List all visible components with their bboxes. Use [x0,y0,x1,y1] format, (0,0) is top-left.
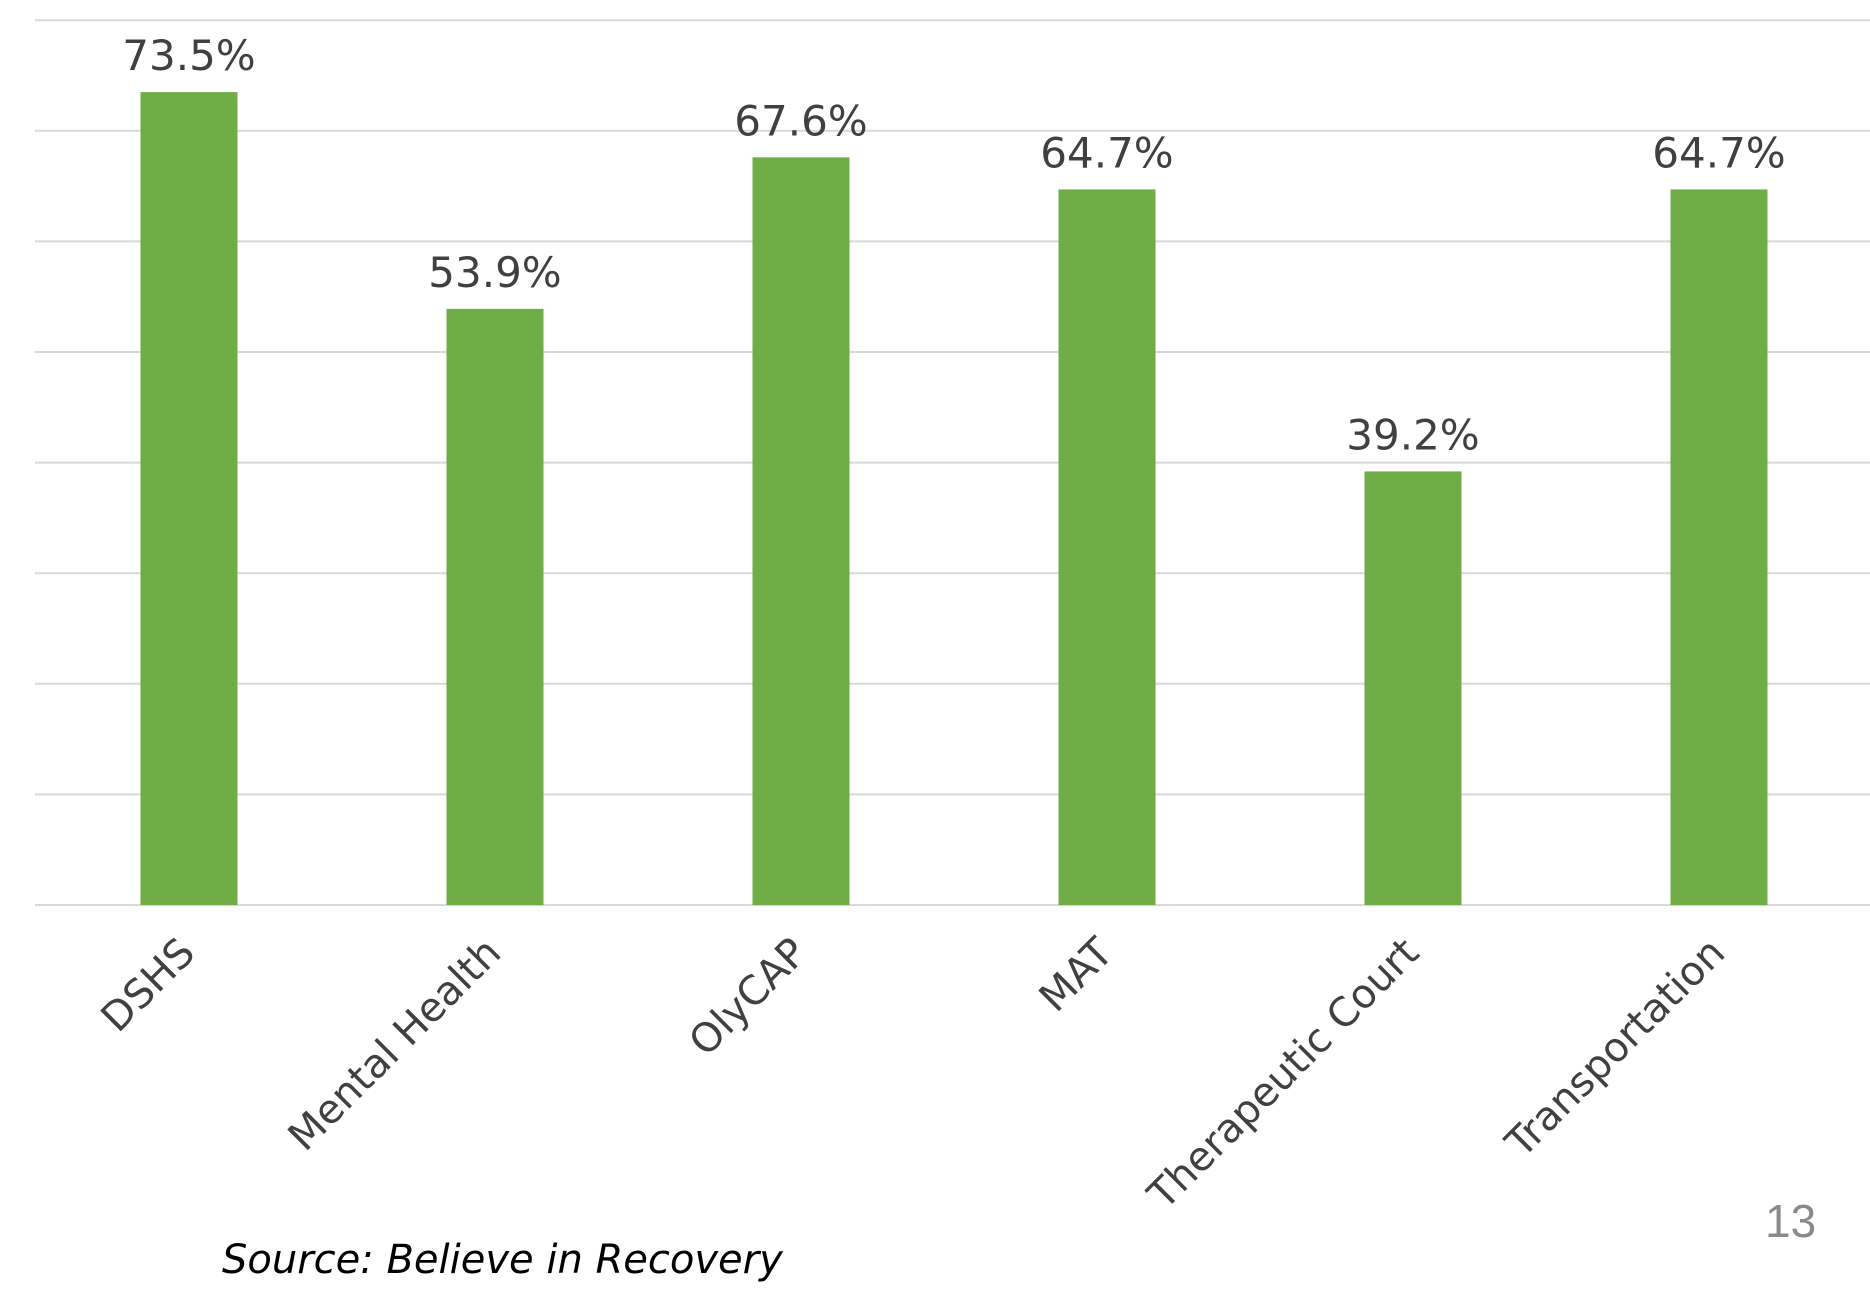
source-note: Source: Believe in Recovery [222,1237,783,1283]
data-label-dshs: 73.5% [122,31,255,80]
category-label-therapeutic-court: Therapeutic Court [1139,930,1428,1219]
bars [140,92,1768,906]
data-label-mental-health: 53.9% [428,248,561,297]
category-label-mental-health: Mental Health [280,930,510,1160]
bar-mat [1058,189,1156,906]
category-labels: DSHS Mental Health OlyCAP MAT Therapeutic Co… [93,929,1734,1219]
gridlines [35,19,1870,906]
bar-dshs [140,92,238,906]
data-label-olycap: 67.6% [734,96,867,145]
data-label-mat: 64.7% [1040,128,1173,177]
category-label-mat: MAT [1031,929,1123,1021]
bar-therapeutic-court [1364,471,1462,905]
page-number: 13 [1765,1195,1817,1247]
data-label-transportation: 64.7% [1652,128,1785,177]
bar-mental-health [446,308,544,906]
bar-transportation [1670,189,1768,906]
category-label-transportation: Transportation [1497,930,1734,1167]
bar-olycap [752,157,850,905]
data-label-therapeutic-court: 39.2% [1346,410,1479,459]
category-label-dshs: DSHS [93,930,204,1041]
data-labels: 73.5% 53.9% 67.6% 64.7% 39.2% 64.7% [122,31,1785,459]
category-label-olycap: OlyCAP [681,930,817,1066]
